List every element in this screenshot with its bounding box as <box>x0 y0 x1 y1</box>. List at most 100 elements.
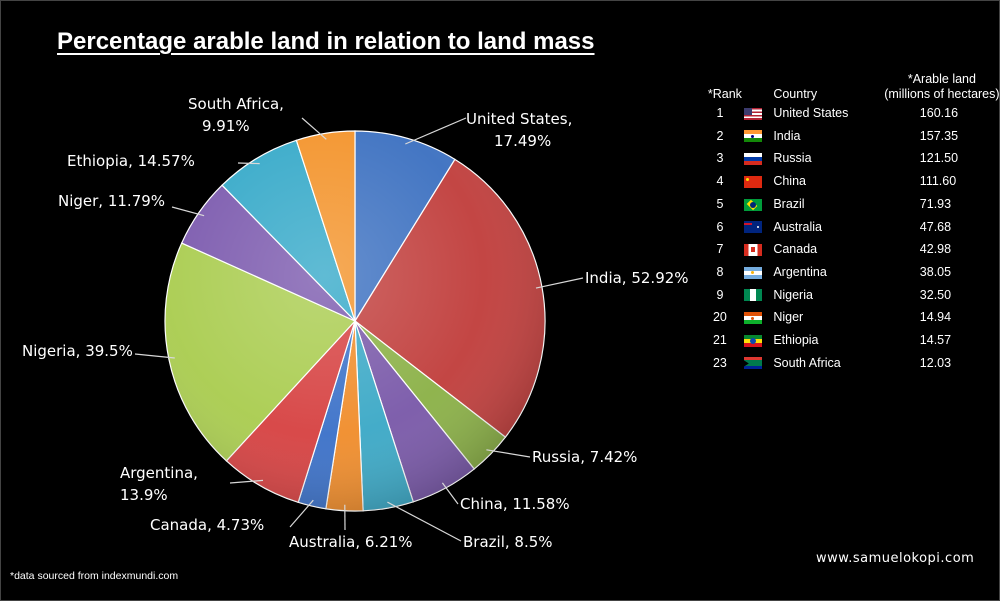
pie-chart: United States, 17.49% India, 52.92% Russia,… <box>22 95 689 551</box>
table-row: 7 Canada 42.98 <box>706 238 1000 261</box>
slice-label-india: India, 52.92% <box>585 269 689 287</box>
table-row: 3 Russia 121.50 <box>706 147 1000 170</box>
table-row: 1 United States 160.16 <box>706 102 1000 125</box>
table-row: 5 Brazil 71.93 <box>706 193 1000 216</box>
country-cell: Argentina <box>773 264 827 279</box>
arable-value-cell: 111.60 <box>919 174 957 189</box>
ranking-table: *Rank Country *Arable land (millions of … <box>706 72 1000 374</box>
table-row: 21 Ethiopia 14.57 <box>706 329 1000 352</box>
slice-label-nigeria: Nigeria, 39.5% <box>22 342 133 360</box>
table-row: 9 Nigeria 32.50 <box>706 284 1000 307</box>
country-cell: Australia <box>773 219 822 234</box>
flag-cell <box>743 193 774 216</box>
arable-value-cell: 12.03 <box>919 355 952 370</box>
header-arable-line1: *Arable land <box>907 72 976 86</box>
australia-flag-icon <box>743 221 762 234</box>
rank-cell: 8 <box>716 264 724 279</box>
slice-label-niger: Niger, 11.79% <box>58 192 165 210</box>
leader-line-niger <box>171 206 205 217</box>
flag-cell <box>743 284 774 307</box>
flag-cell <box>743 306 774 329</box>
flag-cell <box>743 102 774 125</box>
slice-label-russia: Russia, 7.42% <box>532 448 637 466</box>
header-country: Country <box>773 87 818 101</box>
leader-line-china <box>441 482 459 505</box>
header-rank: *Rank <box>707 87 742 101</box>
brazil-flag-icon <box>743 198 762 211</box>
canada-flag-icon <box>743 243 762 256</box>
arable-value-cell: 47.68 <box>919 219 952 234</box>
arable-value-cell: 14.57 <box>919 333 952 348</box>
rank-cell: 21 <box>712 333 727 348</box>
slice-label-china: China, 11.58% <box>460 495 570 513</box>
nigeria-flag-icon <box>743 289 762 302</box>
country-cell: Ethiopia <box>773 333 819 348</box>
table-row: 6 Australia 47.68 <box>706 216 1000 239</box>
website-link[interactable]: www.samuelokopi.com <box>816 551 975 566</box>
leader-line-russia <box>486 449 531 458</box>
table-row: 8 Argentina 38.05 <box>706 261 1000 284</box>
arable-value-cell: 42.98 <box>919 242 952 257</box>
country-cell: Niger <box>773 310 804 325</box>
leader-line-india <box>535 277 584 289</box>
rank-cell: 5 <box>716 196 724 211</box>
arable-value-cell: 160.16 <box>919 106 959 120</box>
flag-cell <box>743 216 774 239</box>
leader-line-canada <box>289 499 314 528</box>
chart-title: Percentage arable land in relation to la… <box>57 28 595 55</box>
flag-cell <box>743 238 774 261</box>
country-cell: South Africa <box>773 355 841 370</box>
us-flag-icon <box>743 107 762 120</box>
slice-label-ethiopia: Ethiopia, 14.57% <box>67 152 195 170</box>
flag-cell <box>743 261 774 284</box>
leader-line-united-states <box>405 117 467 145</box>
table-header-row: *Rank Country *Arable land (millions of … <box>706 72 1000 102</box>
argentina-flag-icon <box>743 266 762 279</box>
rank-cell: 23 <box>712 355 727 370</box>
rank-cell: 3 <box>716 151 724 166</box>
arable-value-cell: 14.94 <box>919 310 952 325</box>
rank-cell: 2 <box>716 128 724 143</box>
south-africa-flag-icon <box>743 357 762 370</box>
slice-label-south-africa: South Africa, 9.91% <box>188 95 284 135</box>
arable-value-cell: 71.93 <box>919 196 952 211</box>
country-cell: Russia <box>773 151 812 166</box>
rank-cell: 20 <box>712 310 727 325</box>
leader-line-argentina <box>229 479 264 484</box>
slice-label-argentina: Argentina, 13.9% <box>120 464 198 504</box>
leader-line-nigeria <box>134 353 175 359</box>
header-flag <box>744 72 774 102</box>
country-cell: United States <box>773 106 849 120</box>
leader-line-south-africa <box>301 117 327 140</box>
header-arable: *Arable land (millions of hectares) <box>884 72 1000 102</box>
slice-label-brazil: Brazil, 8.5% <box>463 533 553 551</box>
rank-cell: 1 <box>716 106 724 120</box>
flag-cell <box>743 125 774 148</box>
arable-value-cell: 121.50 <box>919 151 959 166</box>
india-flag-icon <box>743 130 762 143</box>
arable-value-cell: 32.50 <box>919 287 952 302</box>
flag-cell <box>743 352 774 375</box>
rank-cell: 6 <box>716 219 724 234</box>
country-cell: China <box>773 174 806 189</box>
china-flag-icon <box>743 175 762 188</box>
flag-cell <box>743 329 774 352</box>
country-cell: India <box>773 128 801 143</box>
leader-line-brazil <box>387 501 462 542</box>
arable-value-cell: 157.35 <box>919 128 959 143</box>
header-arable-line2: (millions of hectares) <box>884 87 1000 101</box>
rank-cell: 7 <box>716 242 724 257</box>
slice-label-australia: Australia, 6.21% <box>289 533 413 551</box>
rank-cell: 4 <box>716 174 724 189</box>
table-row: 2 India 157.35 <box>706 125 1000 148</box>
table-row: 23 South Africa 12.03 <box>706 352 1000 375</box>
slice-label-united-states: United States, 17.49% <box>466 110 572 150</box>
slice-label-canada: Canada, 4.73% <box>150 516 264 534</box>
country-cell: Nigeria <box>773 287 813 302</box>
russia-flag-icon <box>743 153 762 166</box>
table-row: 4 China 111.60 <box>706 170 1000 193</box>
arable-value-cell: 38.05 <box>919 264 952 279</box>
leader-line-ethiopia <box>237 162 260 165</box>
ethiopia-flag-icon <box>743 334 762 347</box>
source-note: *data sourced from indexmundi.com <box>10 570 179 582</box>
